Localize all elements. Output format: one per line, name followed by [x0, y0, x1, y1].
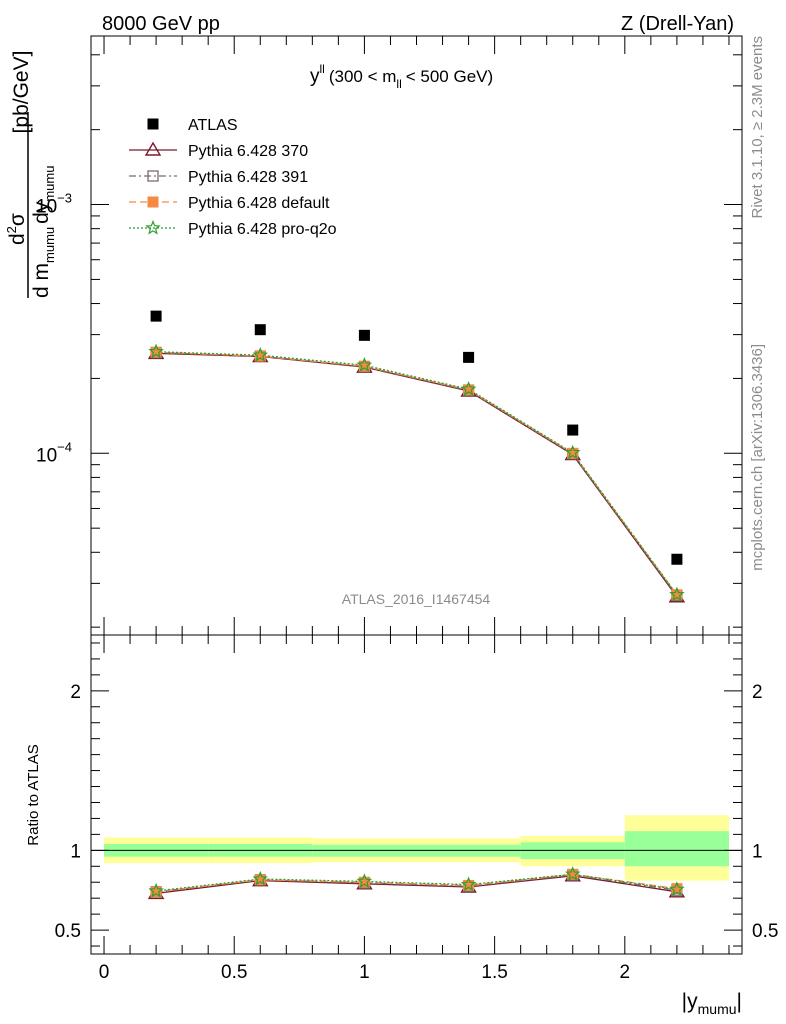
main-panel: 10−310−4 yll (300 < mll < 500 GeV) ATLAS_2… — [36, 35, 743, 636]
legend-label: Pythia 6.428 default — [188, 195, 330, 212]
legend-label: Pythia 6.428 391 — [188, 169, 308, 186]
y-tick-base: 10 — [36, 197, 57, 218]
data-point — [358, 360, 370, 372]
ratio-y-tick-label-right: 1 — [752, 841, 763, 862]
data-point — [148, 343, 164, 359]
y-num-sup: 2 — [4, 226, 19, 233]
data-point — [358, 329, 370, 341]
ratio-line-3 — [156, 873, 677, 892]
legend-marker — [147, 170, 159, 182]
x-tick-label: 1 — [359, 962, 370, 983]
ratio-point — [460, 876, 477, 892]
legend-marker — [145, 219, 161, 235]
ratio-point — [567, 868, 579, 880]
legend-label: Pythia 6.428 370 — [188, 143, 308, 160]
title-close: < 500 GeV) — [406, 67, 493, 86]
y-num: d2σ — [4, 213, 29, 245]
ratio-point — [252, 870, 268, 886]
watermark: ATLAS_2016_I1467454 — [342, 591, 491, 607]
x-label-close: | — [737, 990, 742, 1013]
header-right: Z (Drell-Yan) — [621, 13, 734, 35]
data-point — [460, 381, 477, 396]
data-point — [254, 350, 266, 362]
y-tick-label: 10−3 — [36, 191, 72, 218]
x-tick-label: 0.5 — [221, 962, 247, 983]
data-point — [463, 351, 475, 363]
y-den-d2: dy — [30, 201, 53, 224]
y-den-d1: d m — [30, 263, 53, 298]
ratio-y-tick-label: 1 — [70, 841, 81, 862]
plot-title: yll (300 < mll < 500 GeV) — [310, 62, 493, 91]
x-tick-label: 1.5 — [481, 962, 507, 983]
ratio-y-tick-label: 2 — [70, 682, 81, 703]
y-tick-exp: −4 — [57, 439, 72, 454]
ratio-line-0 — [156, 875, 677, 895]
x-tick-label: 2 — [620, 962, 631, 983]
data-point — [567, 447, 579, 459]
legend-marker — [147, 118, 159, 130]
ratio-point — [671, 883, 683, 895]
y-den-sub2: mumu — [42, 166, 57, 202]
ratio-point — [150, 886, 162, 898]
rivet-label: Rivet 3.1.10, ≥ 2.3M events — [749, 36, 766, 219]
ratio-line-2 — [156, 873, 677, 893]
ratio-y-label: Ratio to ATLAS — [25, 744, 42, 845]
series-line-3 — [156, 351, 678, 596]
y-axis-label: [pb/GeV] d2σ d mmumudymumu — [4, 51, 57, 298]
x-tick-label: 0 — [99, 962, 110, 983]
data-point — [567, 424, 579, 436]
mcplots-label: mcplots.cern.ch [arXiv:1306.3436] — [749, 344, 766, 571]
legend-marker — [147, 196, 159, 208]
y-num-sigma: σ — [6, 213, 29, 226]
ratio-point — [254, 874, 266, 886]
title-range: (300 < m — [329, 67, 397, 86]
data-point — [671, 589, 683, 601]
x-axis-label: |ymumu| — [682, 990, 742, 1017]
title-y: y — [310, 66, 320, 87]
ratio-point — [148, 882, 164, 898]
x-label-open: |y — [682, 990, 698, 1013]
data-point — [356, 357, 373, 372]
y-tick-exp: −3 — [57, 191, 72, 206]
ratio-y-tick-label: 0.5 — [55, 921, 81, 942]
y-unit: [pb/GeV] — [10, 51, 33, 134]
data-point — [463, 384, 475, 396]
y-tick-base: 10 — [36, 445, 57, 466]
y-den: d mmumudymumu — [30, 166, 57, 298]
data-point — [671, 553, 683, 565]
legend: ATLAS Pythia 6.428 370 Pythia 6.428 391 Pyt… — [129, 117, 337, 238]
ratio-frame — [90, 634, 743, 955]
y-num-d: d — [6, 233, 29, 245]
legend-marker — [144, 141, 162, 156]
data-point — [669, 586, 685, 602]
series-line-1 — [156, 352, 678, 598]
title-sub: ll — [396, 77, 401, 91]
ratio-panel: 0.5 0.5 1 1 2 2 0 0.5 1 1.5 2 — [55, 634, 778, 983]
y-den-sub1: mumu — [42, 227, 57, 263]
y-tick-label: 10−4 — [36, 439, 72, 466]
data-point — [150, 346, 162, 358]
title-sup: ll — [320, 62, 325, 76]
header-left: 8000 GeV pp — [102, 13, 220, 35]
uncertainty-band-inner — [624, 831, 729, 867]
ratio-point — [463, 879, 475, 891]
data-point — [565, 444, 581, 460]
ratio-point — [669, 881, 685, 897]
x-label-sub: mumu — [698, 1001, 737, 1017]
ratio-point — [356, 873, 373, 889]
data-point — [252, 347, 268, 362]
ratio-point — [565, 866, 581, 881]
ratio-y-tick-label-right: 2 — [752, 682, 763, 703]
ratio-y-tick-label-right: 0.5 — [752, 921, 778, 942]
ratio-line-1 — [156, 874, 677, 893]
data-point — [150, 310, 162, 322]
legend-label: ATLAS — [188, 117, 238, 134]
series-line-4 — [156, 351, 678, 596]
ratio-point — [358, 876, 370, 888]
legend-label: Pythia 6.428 pro-q2o — [188, 221, 337, 238]
series-line-2 — [156, 351, 678, 596]
data-point — [254, 324, 266, 336]
